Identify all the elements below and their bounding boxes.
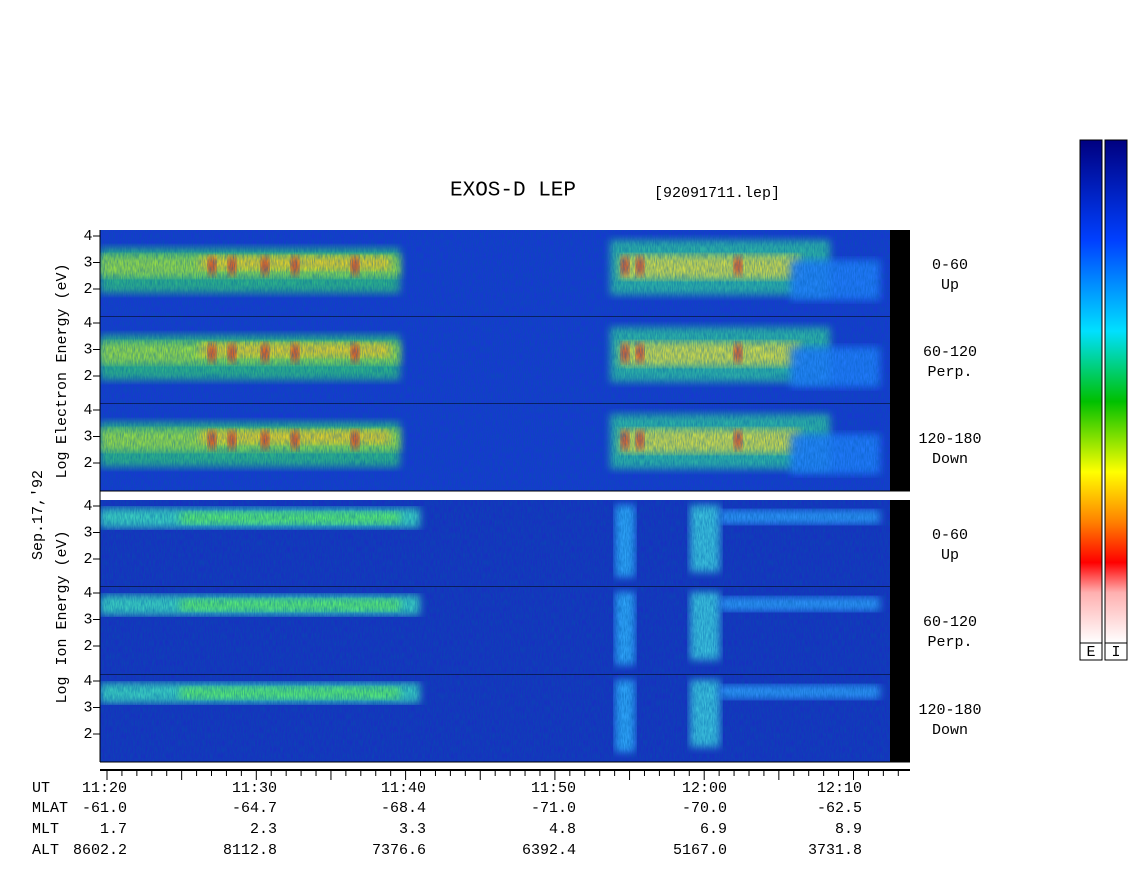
panel-direction: Perp.: [927, 634, 972, 651]
y-tick-label: 2: [83, 638, 92, 655]
panel-direction: Down: [932, 722, 968, 739]
y-tick-label: 4: [83, 402, 92, 419]
spectrogram: [100, 500, 890, 587]
row-value: 4.8: [549, 821, 576, 838]
row-value: -71.0: [531, 800, 576, 817]
y-tick-label: 4: [83, 228, 92, 245]
color-bar: [1104, 139, 1128, 644]
panel-direction: Up: [941, 277, 959, 294]
title: EXOS-D LEP: [450, 180, 576, 203]
row-value: 1.7: [100, 821, 127, 838]
spectrogram-noise: [100, 317, 890, 404]
row-label: MLAT: [32, 800, 68, 817]
row-value: -68.4: [381, 800, 426, 817]
y-tick-label: 3: [83, 699, 92, 716]
axis-label: Energy (eV): [54, 530, 71, 629]
row-value: 11:30: [232, 780, 277, 797]
y-tick-label: 2: [83, 368, 92, 385]
axis-label: Log: [54, 451, 71, 478]
spectrogram: [100, 587, 890, 675]
row-value: 8602.2: [73, 842, 127, 859]
axis-label: Ion: [54, 638, 71, 665]
axis-label: Log: [54, 676, 71, 703]
date-label: Sep.17,'92: [30, 470, 47, 560]
y-tick-label: 4: [83, 315, 92, 332]
row-value: 6392.4: [522, 842, 576, 859]
spectrogram-noise: [100, 500, 890, 587]
spectrogram-noise: [100, 404, 890, 491]
row-value: 11:50: [531, 780, 576, 797]
file-name: [92091711.lep]: [654, 185, 780, 202]
row-value: -62.5: [817, 800, 862, 817]
row-value: 11:40: [381, 780, 426, 797]
panel-direction: Down: [932, 451, 968, 468]
panel-angle: 0-60: [932, 527, 968, 544]
data-gap: [890, 317, 910, 404]
color-bar-label: I: [1111, 644, 1120, 661]
panel-angle: 120-180: [918, 702, 981, 719]
y-tick-label: 2: [83, 726, 92, 743]
y-tick-label: 2: [83, 551, 92, 568]
y-tick-label: 2: [83, 455, 92, 472]
y-tick-label: 3: [83, 254, 92, 271]
row-value: 7376.6: [372, 842, 426, 859]
y-tick-label: 4: [83, 498, 92, 515]
color-bar: [1079, 139, 1103, 644]
data-gap: [890, 404, 910, 491]
panel-direction: Perp.: [927, 364, 972, 381]
spectrogram-noise: [100, 675, 890, 762]
spectrogram-noise: [100, 587, 890, 675]
color-bar-label: E: [1086, 644, 1095, 661]
panel-angle: 60-120: [923, 344, 977, 361]
color-bar-box: [1104, 642, 1128, 661]
row-value: -70.0: [682, 800, 727, 817]
row-label: UT: [32, 780, 50, 797]
row-value: -61.0: [82, 800, 127, 817]
spectrogram-noise: [100, 230, 890, 317]
row-value: 8.9: [835, 821, 862, 838]
data-gap: [890, 500, 910, 587]
axis-label: Electron: [54, 372, 71, 444]
y-tick-label: 3: [83, 341, 92, 358]
row-value: 12:10: [817, 780, 862, 797]
y-tick-label: 3: [83, 611, 92, 628]
spectrogram: [100, 230, 890, 317]
spectrogram: [100, 317, 890, 404]
panel-angle: 0-60: [932, 257, 968, 274]
row-label: ALT: [32, 842, 59, 859]
y-tick-label: 3: [83, 428, 92, 445]
data-gap: [890, 587, 910, 675]
row-label: MLT: [32, 821, 59, 838]
color-bar-box: [1079, 642, 1103, 661]
row-value: 12:00: [682, 780, 727, 797]
spectrogram: [100, 404, 890, 491]
row-value: 3.3: [399, 821, 426, 838]
row-value: 11:20: [82, 780, 127, 797]
row-value: 3731.8: [808, 842, 862, 859]
data-gap: [890, 675, 910, 762]
row-value: 5167.0: [673, 842, 727, 859]
y-tick-label: 4: [83, 585, 92, 602]
row-value: 6.9: [700, 821, 727, 838]
panel-direction: Up: [941, 547, 959, 564]
row-value: 8112.8: [223, 842, 277, 859]
y-tick-label: 4: [83, 673, 92, 690]
y-tick-label: 3: [83, 524, 92, 541]
panel-angle: 60-120: [923, 614, 977, 631]
row-value: 2.3: [250, 821, 277, 838]
y-tick-label: 2: [83, 281, 92, 298]
spectrogram: [100, 675, 890, 762]
axis-label: Energy (eV): [54, 263, 71, 362]
panel-angle: 120-180: [918, 431, 981, 448]
row-value: -64.7: [232, 800, 277, 817]
data-gap: [890, 230, 910, 317]
